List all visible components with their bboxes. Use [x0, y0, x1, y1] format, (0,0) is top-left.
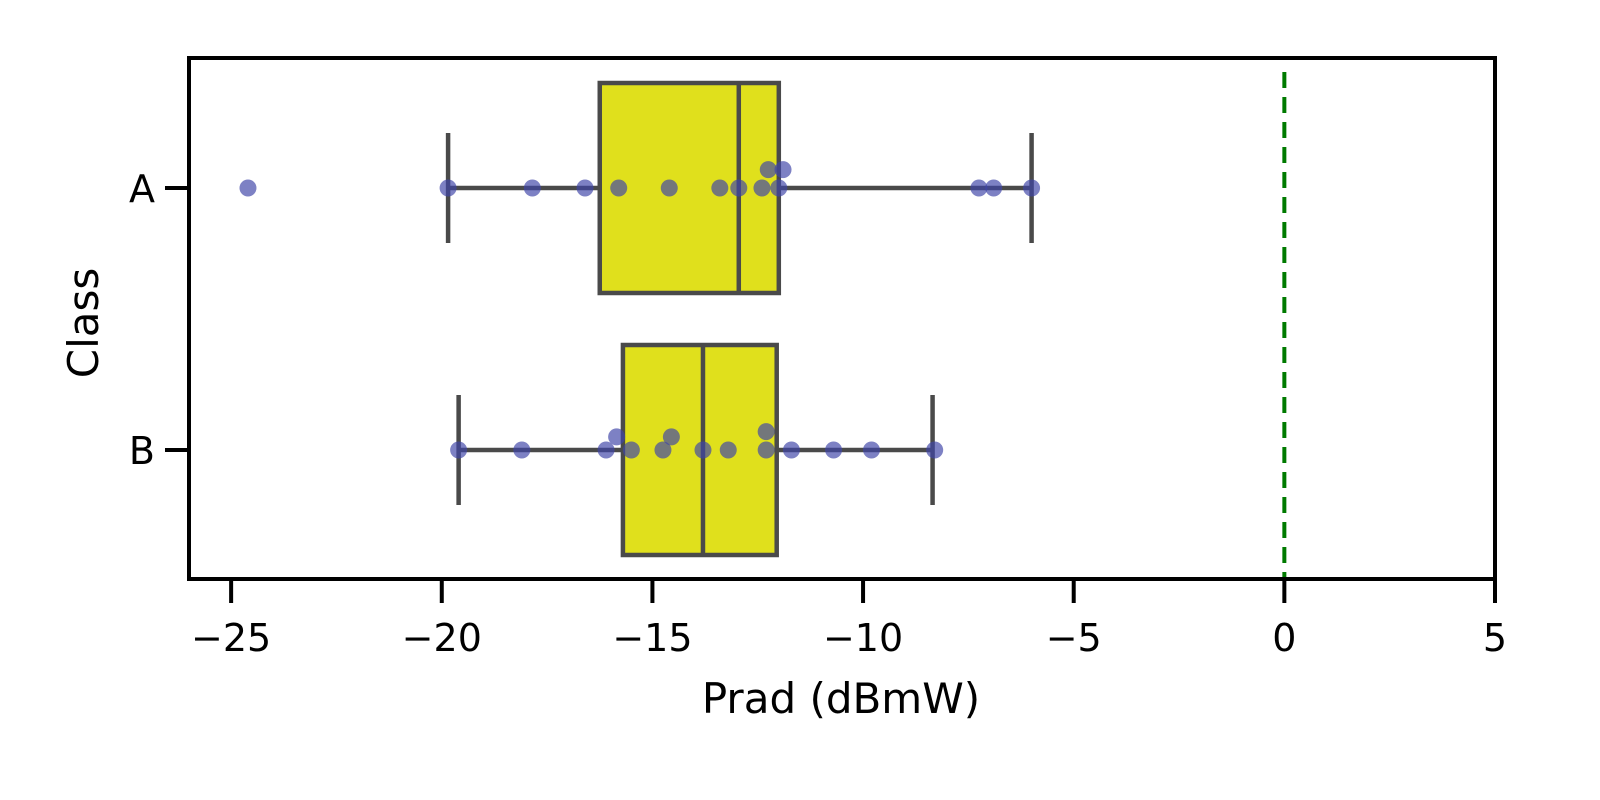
- data-point: [694, 441, 712, 459]
- iqr-box: [597, 80, 782, 296]
- x-tick-label: −25: [191, 616, 271, 660]
- y-axis-title: Class: [59, 268, 108, 379]
- x-axis-title: Prad (dBmW): [702, 674, 980, 723]
- x-tick-label: 0: [1272, 616, 1296, 660]
- data-point: [597, 441, 615, 459]
- x-tick-label: −15: [612, 616, 692, 660]
- data-point: [985, 179, 1003, 197]
- y-tick-label: A: [129, 167, 155, 211]
- data-point: [757, 441, 775, 459]
- data-point: [576, 179, 594, 197]
- data-point: [662, 428, 680, 446]
- plot-area: −25 −20 −15 −10 −5 0 5 A B: [129, 56, 1507, 660]
- x-tick-label: 5: [1483, 616, 1507, 660]
- data-point: [654, 441, 672, 459]
- plot-frame: [187, 56, 1497, 581]
- y-tick-label: B: [129, 429, 155, 473]
- data-point: [862, 441, 880, 459]
- data-point: [450, 441, 468, 459]
- data-point: [774, 161, 792, 179]
- data-point: [719, 441, 737, 459]
- data-point: [770, 179, 788, 197]
- data-point: [660, 179, 678, 197]
- data-point: [439, 179, 457, 197]
- data-point: [730, 179, 748, 197]
- data-point: [782, 441, 800, 459]
- data-point: [239, 179, 257, 197]
- data-point: [608, 428, 626, 446]
- data-point: [753, 179, 771, 197]
- data-point: [970, 179, 988, 197]
- box-group-a: [445, 80, 1034, 296]
- data-point: [825, 441, 843, 459]
- data-point: [513, 441, 531, 459]
- data-point: [523, 179, 541, 197]
- data-point: [1023, 179, 1041, 197]
- data-point: [610, 179, 628, 197]
- data-point: [757, 423, 775, 441]
- data-point: [926, 441, 944, 459]
- data-point: [759, 161, 777, 179]
- data-point: [711, 179, 729, 197]
- x-tick-label: −5: [1046, 616, 1102, 660]
- x-tick-label: −20: [402, 616, 482, 660]
- data-point: [622, 441, 640, 459]
- x-tick-label: −10: [823, 616, 903, 660]
